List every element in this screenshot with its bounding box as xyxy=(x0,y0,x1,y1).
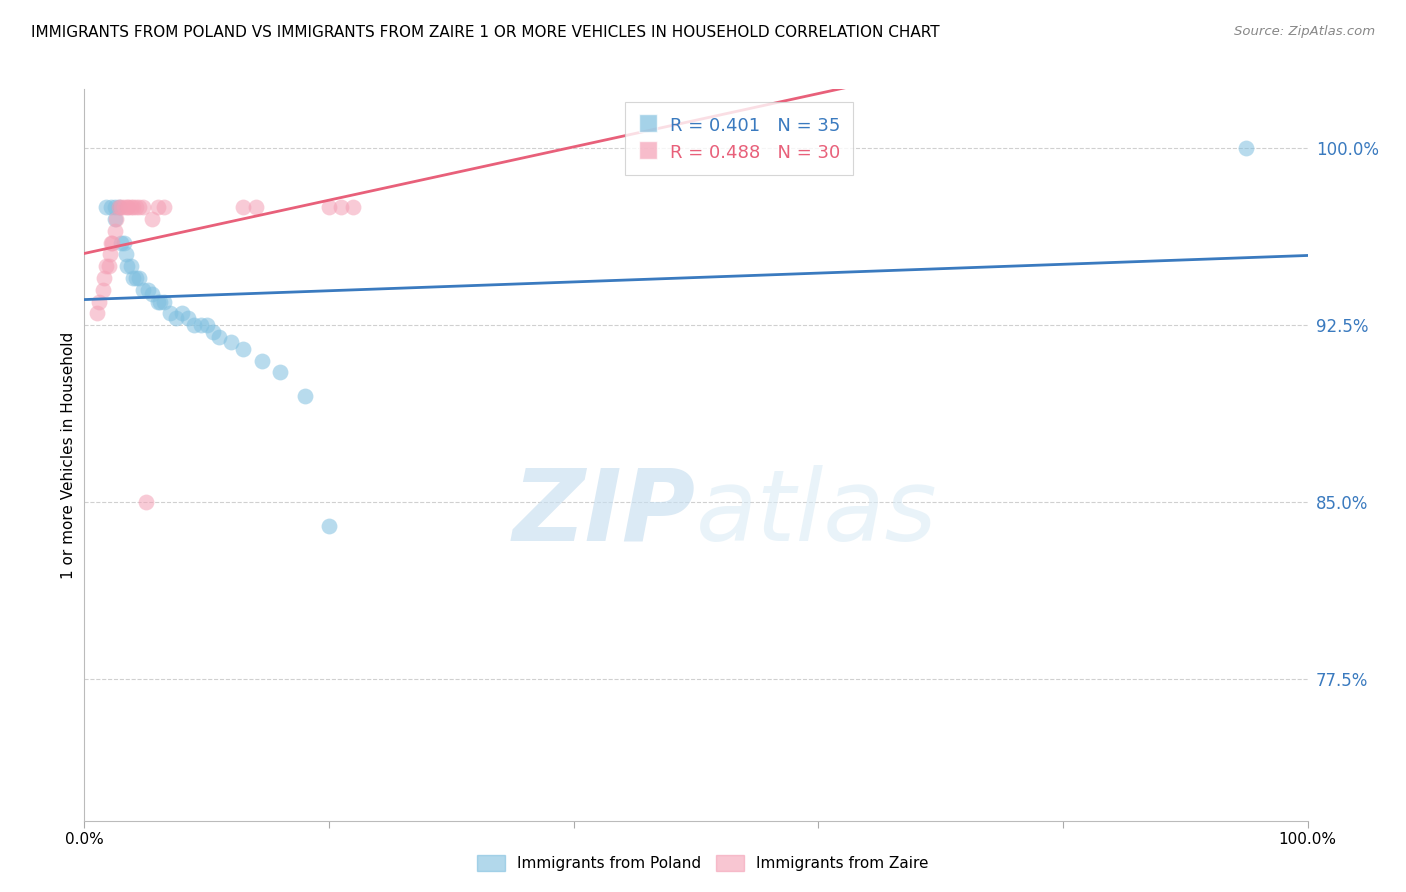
Point xyxy=(165,311,187,326)
Point xyxy=(128,271,150,285)
Point xyxy=(232,200,254,214)
Point xyxy=(141,211,163,226)
Point xyxy=(117,200,139,214)
Point xyxy=(122,271,145,285)
Point xyxy=(112,235,135,250)
Point xyxy=(120,259,142,273)
Text: Source: ZipAtlas.com: Source: ZipAtlas.com xyxy=(1234,25,1375,38)
Text: atlas: atlas xyxy=(696,465,938,562)
Point xyxy=(101,235,124,250)
Point xyxy=(135,495,157,509)
Point xyxy=(172,306,194,320)
Point xyxy=(294,389,316,403)
Point xyxy=(342,200,364,214)
Point xyxy=(104,224,127,238)
Point xyxy=(105,211,128,226)
Point xyxy=(149,294,172,309)
Point xyxy=(107,200,129,214)
Point xyxy=(195,318,218,333)
Y-axis label: 1 or more Vehicles in Household: 1 or more Vehicles in Household xyxy=(60,331,76,579)
Point xyxy=(219,334,242,349)
Point xyxy=(318,200,340,214)
Point xyxy=(122,200,145,214)
Point xyxy=(104,211,127,226)
Point xyxy=(100,235,122,250)
Point xyxy=(115,200,138,214)
Point xyxy=(232,342,254,356)
Point xyxy=(100,200,122,214)
Point xyxy=(93,271,115,285)
Point xyxy=(177,311,200,326)
Point xyxy=(125,271,148,285)
Point xyxy=(183,318,205,333)
Point xyxy=(201,325,224,339)
Point xyxy=(146,294,169,309)
Point xyxy=(132,200,155,214)
Point xyxy=(190,318,212,333)
Point xyxy=(136,283,159,297)
Point xyxy=(1236,141,1258,155)
Point xyxy=(250,353,273,368)
Point xyxy=(96,259,118,273)
Point xyxy=(245,200,267,214)
Legend: R = 0.401   N = 35, R = 0.488   N = 30: R = 0.401 N = 35, R = 0.488 N = 30 xyxy=(624,102,853,175)
Text: IMMIGRANTS FROM POLAND VS IMMIGRANTS FROM ZAIRE 1 OR MORE VEHICLES IN HOUSEHOLD : IMMIGRANTS FROM POLAND VS IMMIGRANTS FRO… xyxy=(31,25,939,40)
Point xyxy=(132,283,155,297)
Point xyxy=(208,330,231,344)
Point xyxy=(96,200,118,214)
Point xyxy=(153,294,176,309)
Point xyxy=(120,200,142,214)
Point xyxy=(110,200,132,214)
Text: ZIP: ZIP xyxy=(513,465,696,562)
Point xyxy=(87,294,110,309)
Point xyxy=(115,247,138,261)
Point xyxy=(97,259,120,273)
Point xyxy=(86,306,108,320)
Point xyxy=(146,200,169,214)
Point xyxy=(91,283,114,297)
Point xyxy=(159,306,181,320)
Legend: Immigrants from Poland, Immigrants from Zaire: Immigrants from Poland, Immigrants from … xyxy=(471,849,935,877)
Point xyxy=(153,200,176,214)
Point xyxy=(110,235,132,250)
Point xyxy=(98,247,121,261)
Point xyxy=(141,287,163,301)
Point xyxy=(125,200,148,214)
Point xyxy=(269,365,291,379)
Point xyxy=(104,200,127,214)
Point xyxy=(128,200,150,214)
Point xyxy=(112,200,135,214)
Point xyxy=(330,200,353,214)
Point xyxy=(115,259,138,273)
Point xyxy=(318,518,340,533)
Point xyxy=(107,200,129,214)
